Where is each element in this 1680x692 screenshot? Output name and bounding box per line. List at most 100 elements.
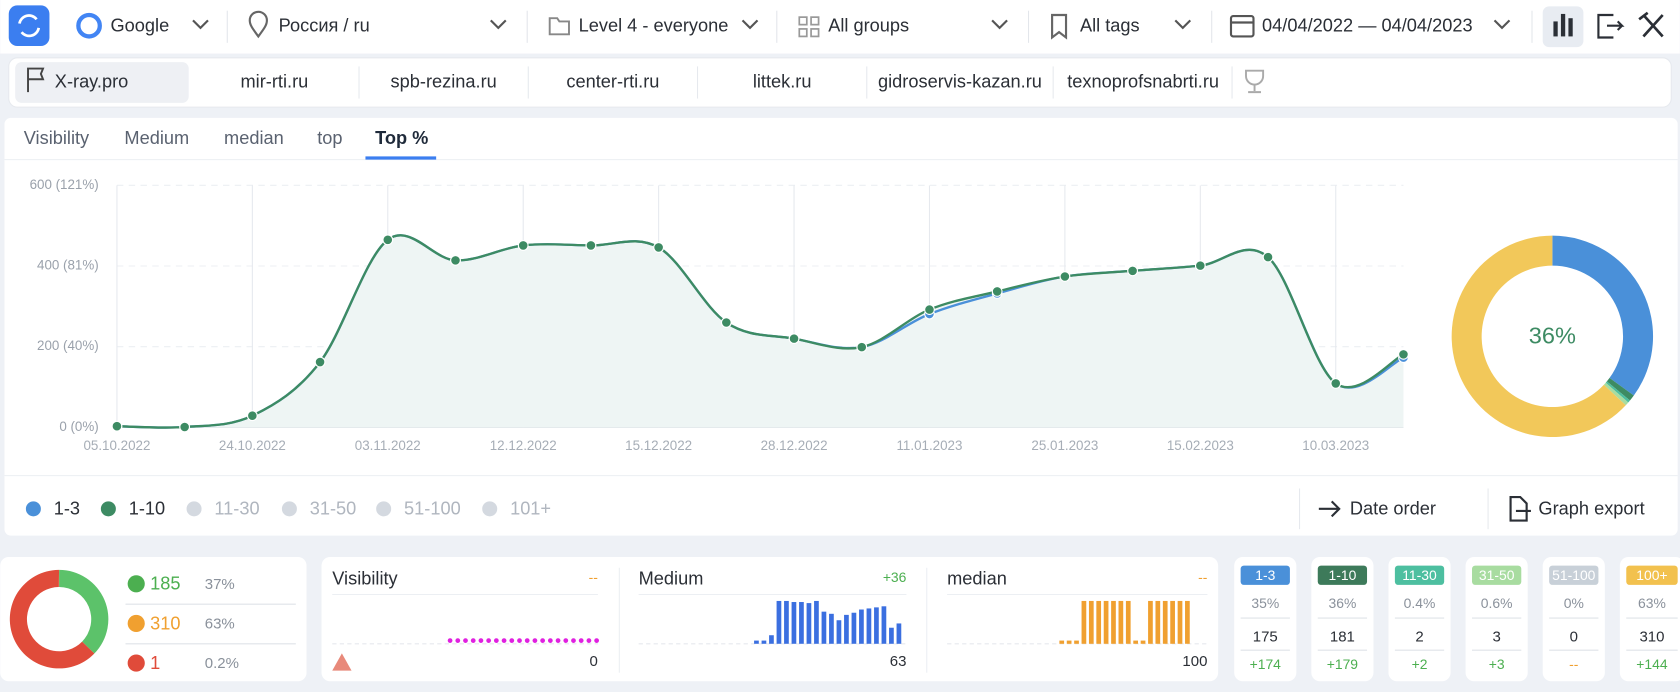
mini-bar: [814, 600, 819, 644]
legend-dot[interactable]: [376, 501, 392, 517]
export-button[interactable]: [1597, 13, 1625, 39]
summary-donut-segment: [58, 569, 60, 588]
summary-pct: 63%: [205, 615, 235, 632]
mini-dot: [547, 638, 553, 643]
card-delta: +144: [1636, 656, 1668, 672]
date-order-button[interactable]: Date order: [1350, 499, 1436, 519]
card-pct: 0%: [1564, 595, 1584, 611]
tab[interactable]: Medium: [124, 128, 189, 148]
tab[interactable]: Visibility: [24, 128, 90, 148]
card-label: 1-3: [1255, 567, 1275, 583]
mini-dot: [555, 638, 561, 643]
card-count: 310: [1639, 628, 1664, 645]
trophy-icon[interactable]: [1245, 69, 1265, 94]
site-tab[interactable]: X-ray.pro: [55, 71, 129, 91]
site-tab[interactable]: center-rti.ru: [566, 71, 659, 91]
card-pct: 35%: [1251, 595, 1279, 611]
mini-bar: [1185, 600, 1190, 644]
graph-export-button[interactable]: Graph export: [1538, 499, 1644, 519]
mini-bar: [859, 609, 864, 644]
card-delta: +179: [1327, 656, 1359, 672]
sites: X-ray.pro mir-rti.ru spb-rezina.ru center-r…: [55, 66, 1233, 99]
chart-icon: [1553, 13, 1573, 37]
donut: 36%: [1451, 235, 1654, 438]
chevron: [192, 19, 209, 30]
level[interactable]: Level 4 - everyone: [579, 16, 729, 36]
tags[interactable]: All tags: [1080, 16, 1140, 36]
refresh-button[interactable]: [8, 5, 50, 47]
groups[interactable]: All groups: [828, 16, 909, 36]
toolbar: [0, 0, 1680, 54]
mini-dot: [524, 638, 530, 643]
x-tick-label: 25.01.2023: [1031, 438, 1098, 453]
tools-button[interactable]: [1638, 11, 1664, 38]
site-tab[interactable]: texnoprofsnabrti.ru: [1067, 71, 1219, 91]
refresh-icon: [18, 14, 41, 38]
card-count: 2: [1415, 628, 1423, 645]
tab[interactable]: median: [224, 128, 284, 148]
x-tick-label: 03.11.2022: [355, 438, 421, 453]
engine[interactable]: Google: [111, 16, 170, 36]
point: [179, 421, 191, 433]
donut-segment: [1606, 377, 1634, 401]
mini-bar: [1162, 600, 1168, 644]
flag-icon: [27, 67, 45, 93]
legend-label[interactable]: 101+: [510, 499, 551, 519]
card-count: 0: [1570, 628, 1578, 645]
legend-label[interactable]: 51-100: [404, 499, 461, 519]
legend-dot[interactable]: [482, 501, 498, 517]
mini-dot: [455, 638, 461, 643]
mini-dot: [463, 638, 468, 643]
mini-change: --: [1198, 569, 1208, 585]
chevron: [1493, 19, 1511, 30]
card-pct: 63%: [1638, 595, 1666, 611]
legend-dot[interactable]: [100, 501, 116, 517]
site-tab[interactable]: gidroservis-kazan.ru: [878, 71, 1042, 91]
export-icon: [1509, 495, 1531, 522]
mini-bar: [1148, 600, 1153, 644]
summary-donut-segment: [9, 569, 95, 669]
mini-title: Visibility: [332, 568, 398, 588]
point: [1262, 251, 1274, 263]
mini-bar: [769, 635, 774, 644]
mini-bar: [1133, 640, 1139, 644]
mini-bar: [1096, 600, 1102, 644]
legend-dot[interactable]: [281, 501, 297, 517]
dates[interactable]: 04/04/2022 — 04/04/2023: [1262, 16, 1473, 36]
chevron: [1174, 19, 1192, 30]
status-icon: [127, 575, 145, 593]
mini-dot: [578, 638, 584, 643]
legend-dot[interactable]: [186, 501, 202, 517]
legend-dot[interactable]: [25, 501, 41, 517]
point: [788, 333, 800, 345]
mini-bar: [896, 623, 902, 644]
mini-bar: [776, 600, 782, 644]
mini-dot: [478, 638, 484, 643]
minis-panel: [321, 557, 1219, 682]
mini-charts: Visibility -- 0 Medium +36 63 median -- 100: [332, 568, 1208, 671]
mini-bar: [1111, 600, 1116, 644]
tab[interactable]: Top %: [375, 128, 428, 148]
site-tab[interactable]: littek.ru: [753, 71, 812, 91]
legend-label[interactable]: 31-50: [310, 499, 357, 519]
legend-label[interactable]: 11-30: [214, 499, 259, 519]
point: [720, 317, 732, 328]
mini-dot: [517, 638, 522, 643]
mini-change: +36: [883, 569, 907, 585]
mini-bar: [829, 613, 834, 644]
mini-bar: [874, 607, 879, 644]
mini-dot: [571, 638, 576, 643]
legend-label[interactable]: 1-3: [54, 499, 80, 519]
main-panel: [4, 117, 1678, 536]
donut-segment: [1451, 235, 1626, 438]
site-tab[interactable]: mir-rti.ru: [241, 71, 309, 91]
card-label: 100+: [1636, 567, 1667, 583]
tab[interactable]: top: [317, 128, 342, 148]
card-delta: +174: [1250, 656, 1282, 672]
legend-label[interactable]: 1-10: [129, 499, 165, 519]
mini-bar: [806, 603, 812, 644]
mini-dot: [594, 638, 599, 643]
site-tab[interactable]: spb-rezina.ru: [391, 71, 497, 91]
region[interactable]: Россия / ru: [279, 16, 370, 36]
mini-bar: [784, 600, 789, 644]
